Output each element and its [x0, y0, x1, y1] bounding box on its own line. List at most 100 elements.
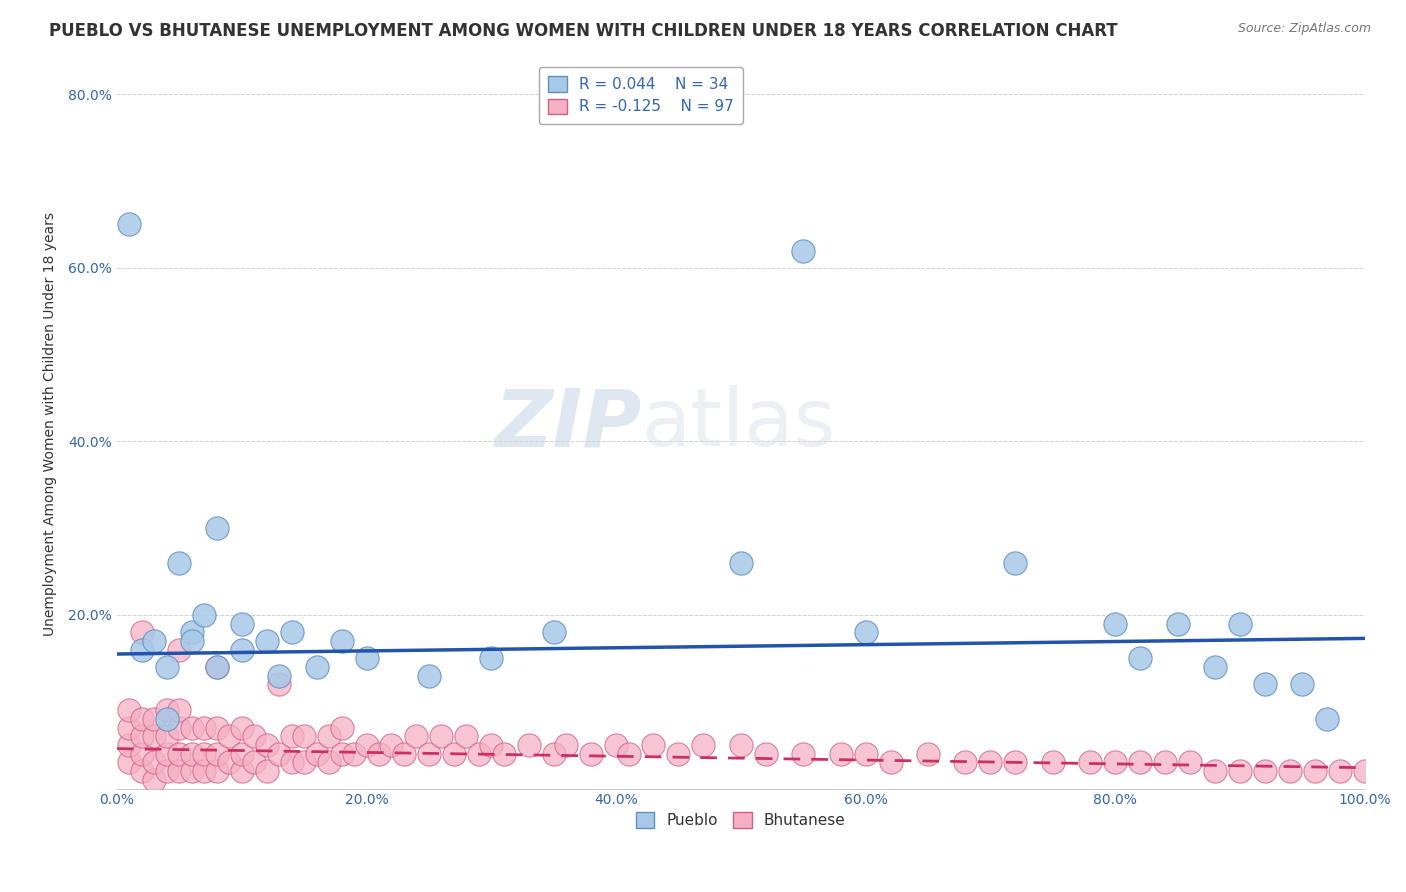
Point — [479, 651, 502, 665]
Point — [605, 738, 627, 752]
Point — [879, 756, 901, 770]
Point — [269, 747, 291, 761]
Point — [1229, 764, 1251, 779]
Point — [180, 764, 202, 779]
Point — [979, 756, 1001, 770]
Point — [180, 634, 202, 648]
Point — [131, 730, 153, 744]
Point — [118, 721, 141, 735]
Point — [292, 756, 315, 770]
Point — [143, 756, 166, 770]
Point — [405, 730, 427, 744]
Point — [1004, 556, 1026, 570]
Point — [156, 712, 179, 726]
Point — [243, 756, 266, 770]
Point — [668, 747, 690, 761]
Point — [169, 642, 191, 657]
Point — [118, 738, 141, 752]
Point — [1329, 764, 1351, 779]
Text: ZIP: ZIP — [494, 385, 641, 463]
Point — [1178, 756, 1201, 770]
Point — [280, 756, 302, 770]
Point — [730, 556, 752, 570]
Point — [256, 738, 278, 752]
Point — [356, 738, 378, 752]
Point — [418, 747, 440, 761]
Point — [1354, 764, 1376, 779]
Point — [456, 730, 478, 744]
Point — [492, 747, 515, 761]
Point — [517, 738, 540, 752]
Point — [243, 730, 266, 744]
Point — [193, 721, 215, 735]
Point — [218, 756, 240, 770]
Point — [479, 738, 502, 752]
Point — [330, 747, 353, 761]
Point — [1316, 712, 1339, 726]
Text: Source: ZipAtlas.com: Source: ZipAtlas.com — [1237, 22, 1371, 36]
Point — [1254, 764, 1277, 779]
Text: atlas: atlas — [641, 385, 835, 463]
Point — [1278, 764, 1301, 779]
Point — [730, 738, 752, 752]
Point — [343, 747, 366, 761]
Point — [169, 747, 191, 761]
Point — [269, 677, 291, 691]
Y-axis label: Unemployment Among Women with Children Under 18 years: Unemployment Among Women with Children U… — [44, 212, 58, 636]
Point — [1104, 616, 1126, 631]
Point — [330, 634, 353, 648]
Point — [1154, 756, 1177, 770]
Point — [305, 747, 328, 761]
Point — [1104, 756, 1126, 770]
Point — [231, 747, 253, 761]
Point — [169, 721, 191, 735]
Point — [356, 651, 378, 665]
Point — [180, 747, 202, 761]
Point — [131, 625, 153, 640]
Point — [543, 747, 565, 761]
Point — [118, 756, 141, 770]
Point — [555, 738, 578, 752]
Point — [418, 669, 440, 683]
Point — [1204, 660, 1226, 674]
Point — [1129, 651, 1152, 665]
Point — [1291, 677, 1313, 691]
Point — [468, 747, 491, 761]
Point — [292, 730, 315, 744]
Point — [118, 703, 141, 717]
Point — [169, 703, 191, 717]
Point — [156, 764, 179, 779]
Point — [180, 625, 202, 640]
Point — [955, 756, 977, 770]
Point — [118, 218, 141, 232]
Point — [205, 660, 228, 674]
Point — [143, 634, 166, 648]
Point — [193, 607, 215, 622]
Point — [269, 669, 291, 683]
Point — [205, 721, 228, 735]
Point — [131, 764, 153, 779]
Point — [193, 764, 215, 779]
Point — [193, 747, 215, 761]
Point — [231, 616, 253, 631]
Point — [231, 721, 253, 735]
Point — [792, 747, 814, 761]
Point — [205, 747, 228, 761]
Point — [143, 730, 166, 744]
Point — [1129, 756, 1152, 770]
Point — [917, 747, 939, 761]
Point — [443, 747, 465, 761]
Point — [855, 747, 877, 761]
Point — [231, 764, 253, 779]
Point — [305, 660, 328, 674]
Point — [205, 521, 228, 535]
Legend: Pueblo, Bhutanese: Pueblo, Bhutanese — [628, 805, 853, 836]
Point — [1004, 756, 1026, 770]
Point — [1254, 677, 1277, 691]
Point — [169, 556, 191, 570]
Point — [280, 625, 302, 640]
Point — [330, 721, 353, 735]
Point — [855, 625, 877, 640]
Point — [180, 721, 202, 735]
Point — [131, 747, 153, 761]
